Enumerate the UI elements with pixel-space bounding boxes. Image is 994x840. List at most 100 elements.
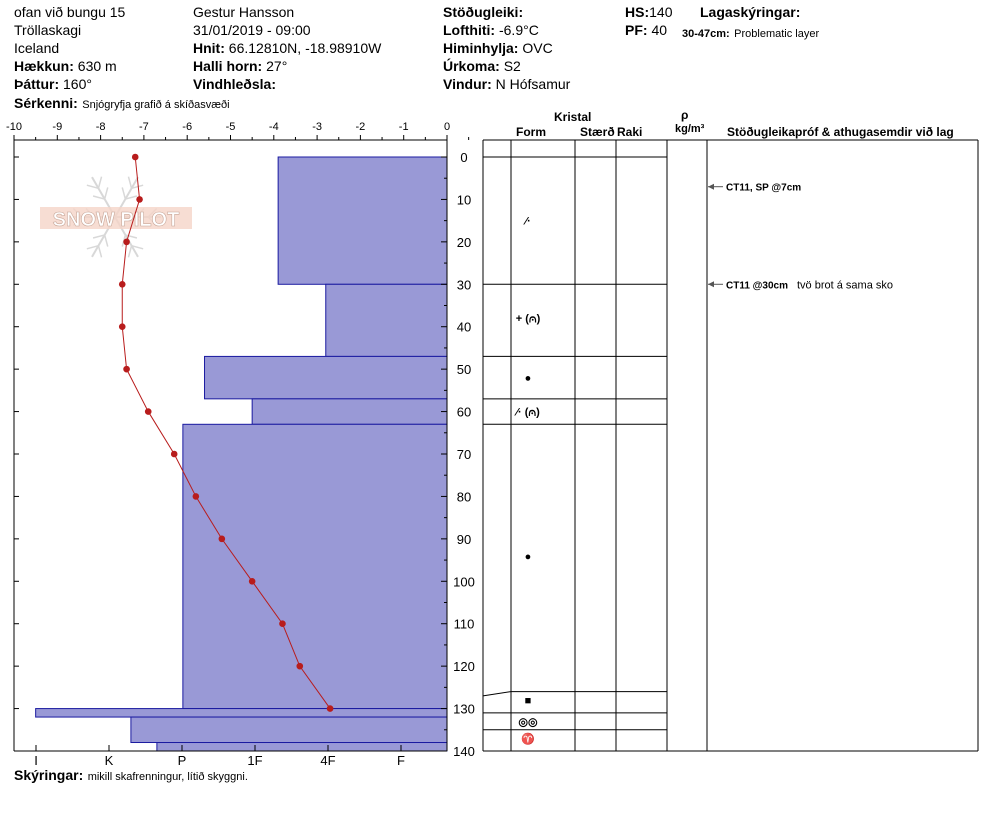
temperature-point [279, 620, 286, 628]
depth-tick-label: 50 [457, 362, 471, 377]
layer-boundary-connector [482, 691, 512, 697]
hardness-bar [204, 355, 448, 400]
depth-tick-label: 100 [453, 574, 475, 589]
snowflake-branch [127, 245, 133, 258]
depth-tick-label: 10 [457, 192, 471, 207]
coordinates: Hnit: 66.12810N, -18.98910W [193, 40, 382, 56]
slope-angle: Halli horn: 27° [193, 58, 288, 74]
hardness-tick-label: P [178, 753, 187, 768]
hardness-bar [35, 708, 448, 718]
elevation: Hækkun: 630 m [14, 58, 117, 74]
footer-notes: Skýringar: mikill skafrenningur, lítið s… [14, 767, 248, 783]
temperature-line [121, 156, 331, 709]
temp-tick-label: -2 [356, 121, 366, 133]
grain-symbol: ♈ [521, 732, 535, 745]
snow-height: HS:140 [625, 4, 673, 20]
temperature-point [248, 577, 256, 585]
logo-band [40, 207, 192, 229]
snowflake-branch [131, 184, 144, 190]
temperature-point [118, 280, 126, 288]
temperature-point [118, 323, 126, 331]
snowflake-branch [97, 245, 103, 258]
snowflake-branch [97, 176, 103, 189]
temperature-point [123, 238, 130, 246]
hardness-bar [325, 283, 448, 357]
snowflake-branch [103, 187, 109, 200]
temperature-point [192, 493, 200, 500]
hardness-bar [251, 398, 448, 425]
region: Tröllaskagi [14, 22, 82, 38]
hardness-layers [35, 156, 448, 752]
snowflake-branch [86, 184, 99, 190]
problem-layer-note: 30-47cm: Problematic layer [682, 28, 820, 40]
temp-tick-label: -8 [96, 121, 106, 133]
temperature-profile [118, 153, 334, 712]
temp-tick-label: -5 [226, 121, 236, 133]
grain-symbol: ■ [525, 695, 532, 707]
test-note-comment: tvö brot á sama sko [797, 279, 893, 291]
grain-symbol: ◎◎ [518, 716, 538, 728]
grain-symbol: + (⩀) [516, 313, 541, 325]
layer-notes-label: Lagaskýringar: [700, 4, 801, 20]
axis-ticks: -10 -9 -8 -7 -6 -5 -4 -3 -2 -1 0010203040506070809… [6, 121, 475, 768]
temperature-point [218, 535, 226, 543]
sky-cover: Himinhylja: OVC [443, 40, 553, 56]
hardness-tick-label: K [105, 753, 114, 768]
logo-text: SNOW PILOT [53, 209, 180, 231]
snowflake-branch [127, 176, 133, 189]
temperature-point [131, 153, 139, 161]
depth-tick-label: 70 [457, 447, 471, 462]
depth-tick-label: 20 [457, 235, 471, 250]
precipitation: Úrkoma: S2 [443, 58, 521, 74]
snowflake-branch [125, 234, 138, 239]
hardness-bar [130, 716, 448, 744]
country: Iceland [14, 40, 60, 56]
depth-tick-label: 110 [454, 617, 475, 632]
tests-header: Stöðugleikapróf & athugasemdir við lag [727, 125, 954, 139]
depth-tick-label: 40 [457, 320, 471, 335]
snowflake-branch [92, 195, 105, 200]
aspect: Þáttur: 160° [14, 76, 92, 92]
grain-symbol: ● [525, 551, 532, 563]
temperature-point [170, 450, 178, 458]
snowflake-branch [131, 244, 144, 250]
specifics: Sérkenni: Snjógryfja grafið á skíðasvæði [14, 95, 230, 111]
depth-tick-label: 30 [457, 277, 471, 292]
depth-tick-label: 90 [457, 532, 471, 547]
snowflake-branch [125, 195, 138, 200]
rho-header: ρ [681, 108, 689, 122]
temperature-point [326, 705, 334, 712]
snowflake-branch [86, 244, 99, 250]
datetime: 31/01/2019 - 09:00 [193, 22, 311, 38]
temp-tick-label: -1 [399, 121, 409, 133]
temperature-point [123, 365, 130, 373]
temp-tick-label: 0 [444, 121, 450, 133]
hardness-bar [182, 423, 448, 710]
hardness-tick-label: 1F [247, 753, 262, 768]
snowflake-branch [121, 187, 127, 200]
test-arrow-head [708, 183, 714, 190]
test-note-label: CT11, SP @7cm [726, 183, 801, 194]
depth-tick-label: 0 [460, 150, 467, 165]
wind-loading: Vindhleðsla: [193, 76, 276, 92]
crystal-header: Kristal [554, 110, 592, 124]
grain-symbol: ⁄· [522, 216, 531, 228]
air-temperature: Lofthiti: -6.9°C [443, 22, 539, 38]
form-header: Form [516, 125, 546, 139]
moisture-header: Raki [617, 125, 643, 139]
snowflake-branch [103, 234, 109, 247]
temp-tick-label: -6 [182, 121, 192, 133]
hardness-tick-label: F [397, 753, 405, 768]
location: ofan við bungu 15 [14, 4, 126, 20]
wind: Vindur: N Hófsamur [443, 76, 571, 92]
depth-tick-label: 140 [453, 744, 475, 759]
observer: Gestur Hansson [193, 4, 295, 20]
temp-tick-label: -10 [6, 121, 22, 133]
test-note-label: CT11 @30cm [726, 280, 788, 291]
test-arrow-head [708, 281, 714, 288]
density-unit: kg/m³ [675, 123, 705, 135]
stability: Stöðugleiki: [443, 4, 524, 20]
hardness-tick-label: I [34, 753, 38, 768]
temperature-point [296, 662, 304, 670]
